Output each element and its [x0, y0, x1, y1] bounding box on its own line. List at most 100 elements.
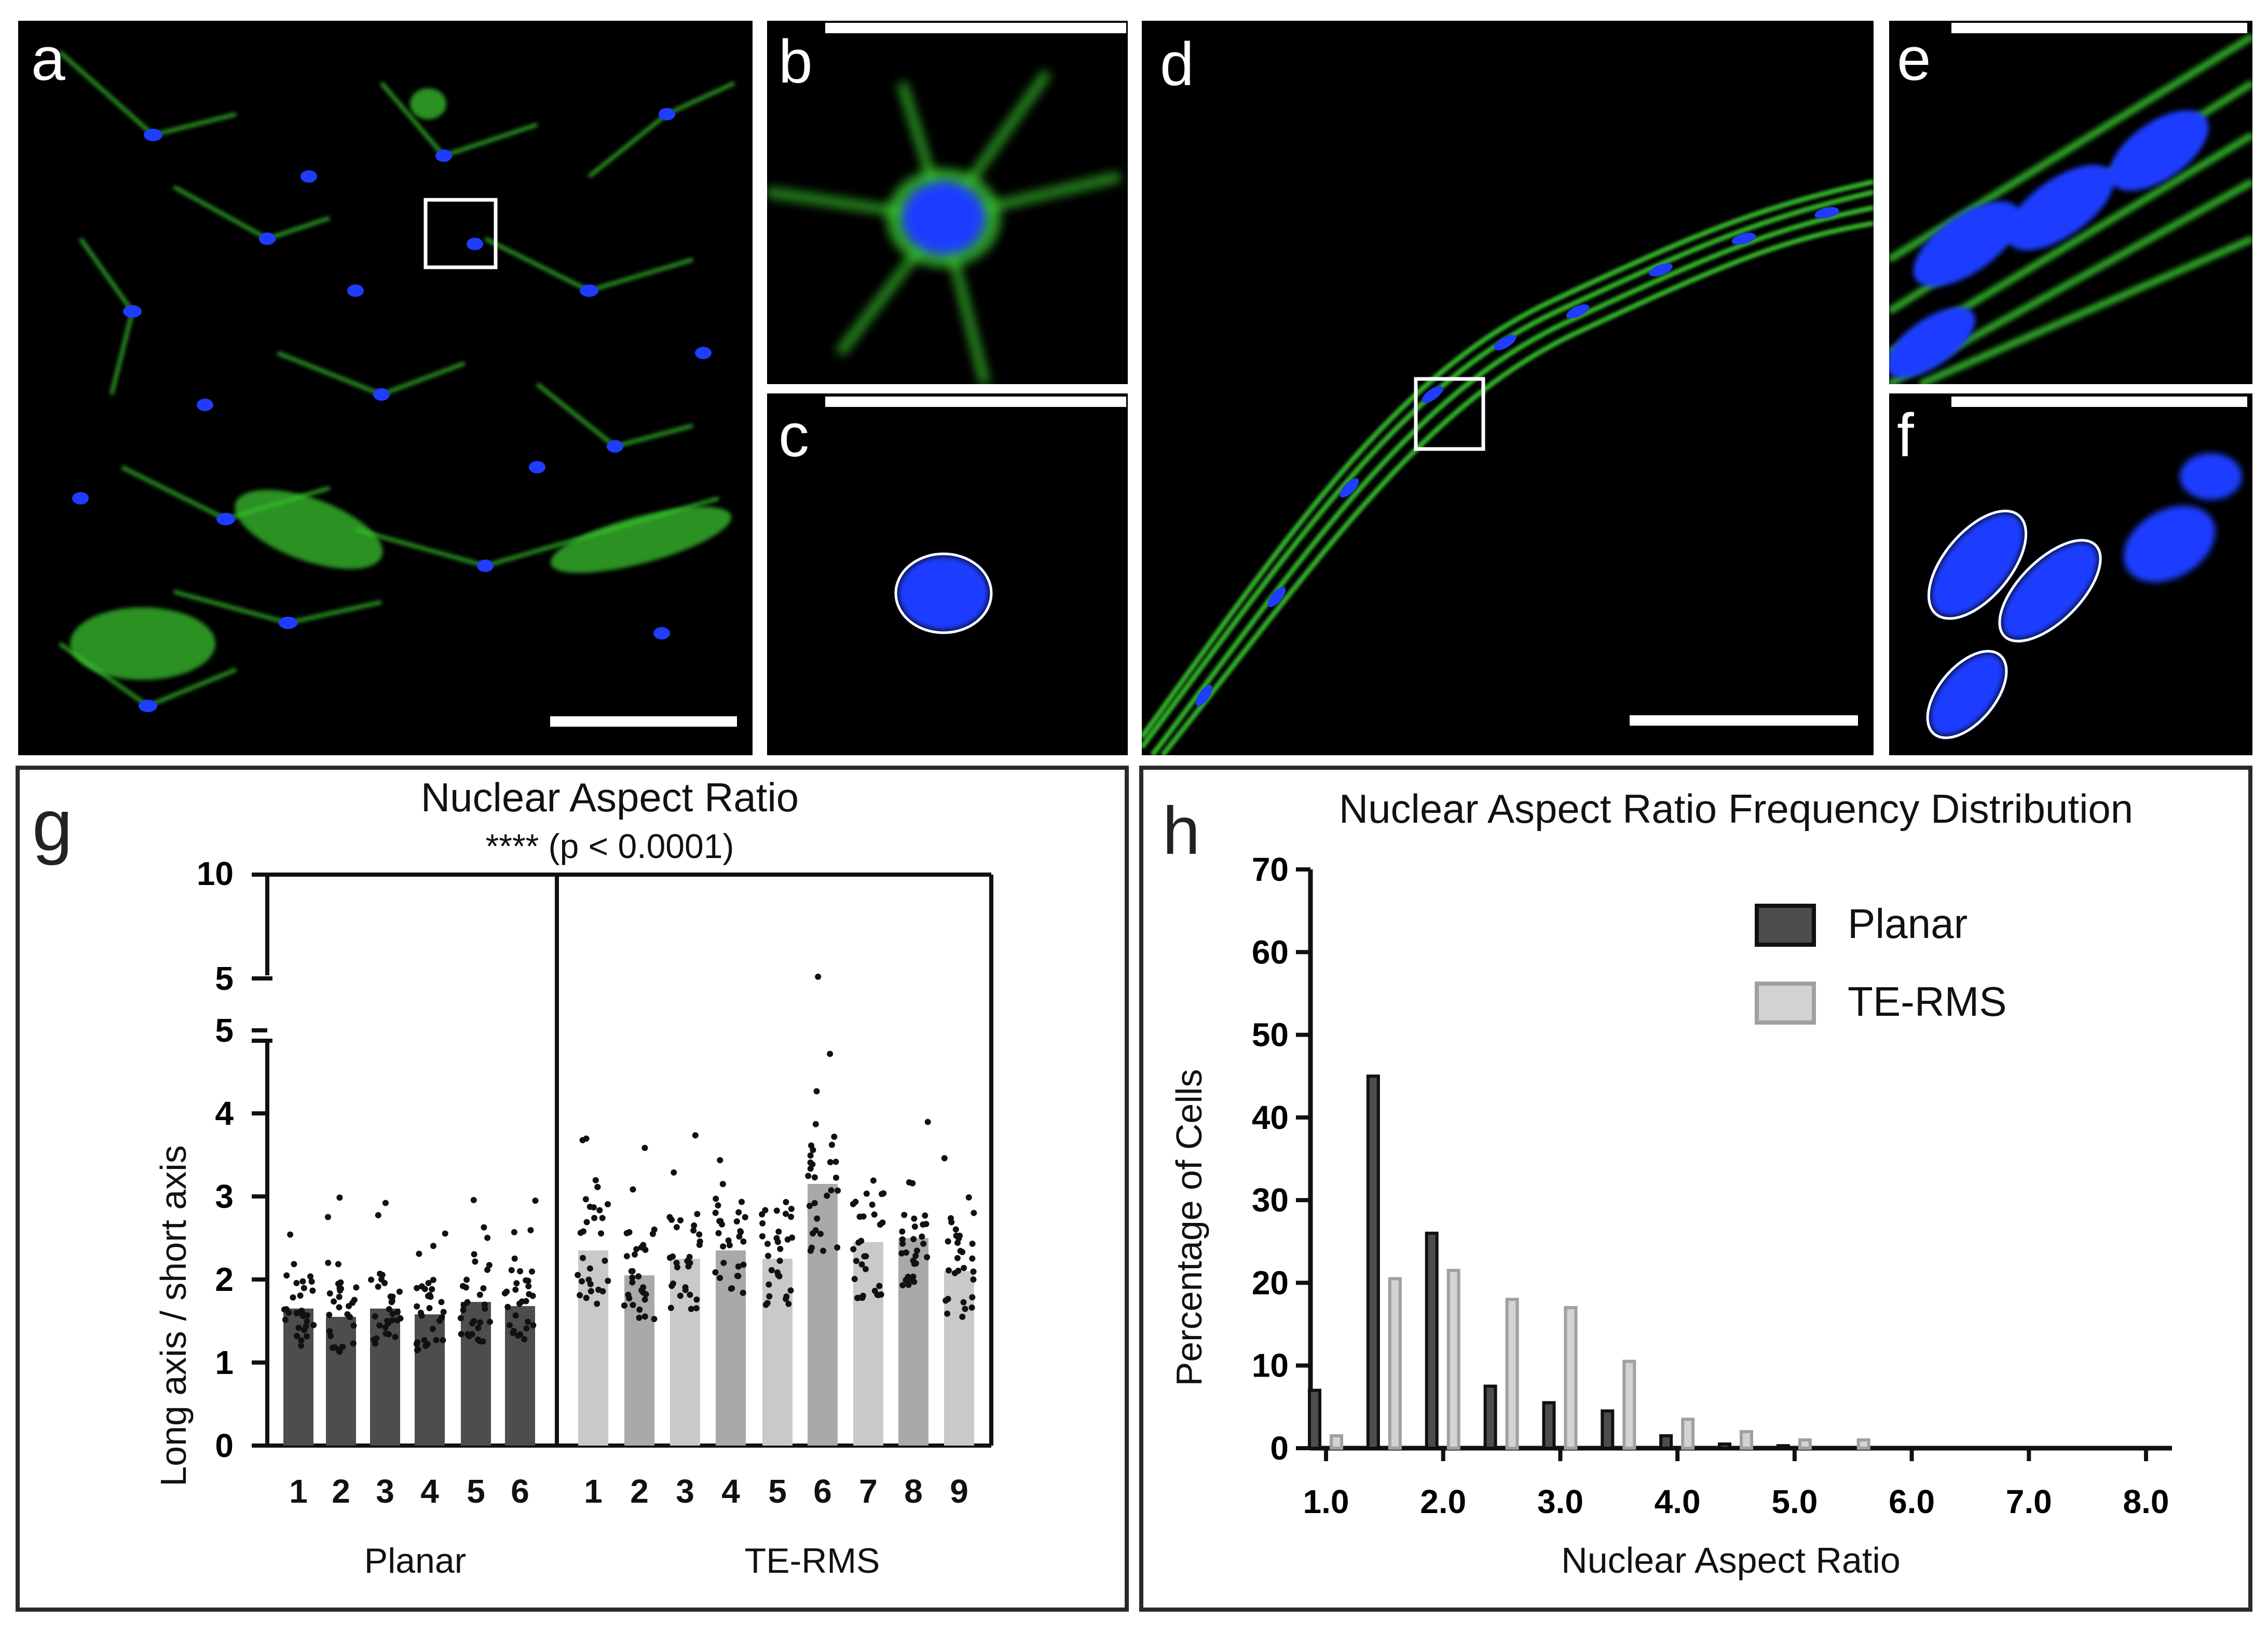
chart-g-point [901, 1211, 908, 1218]
panel-h-frame [1139, 766, 2252, 1612]
chart-g-point [728, 1285, 734, 1292]
chart-g-point [416, 1250, 422, 1257]
chart-g-point [919, 1233, 925, 1240]
chart-g-point [623, 1253, 630, 1260]
chart-g-point [433, 1337, 440, 1343]
chart-g-point [762, 1301, 769, 1308]
chart-g-point [532, 1197, 539, 1204]
chart-g-point [421, 1286, 428, 1292]
chart-g-point [421, 1337, 428, 1343]
legend-label-te-rms: TE-RMS [1848, 978, 2007, 1025]
panel-label-g: g [32, 784, 73, 866]
chart-g-point [290, 1294, 296, 1301]
chart-g-point [948, 1219, 955, 1226]
chart-g-point [336, 1293, 343, 1300]
chart-g-point [691, 1222, 698, 1229]
chart-g-point [590, 1204, 597, 1211]
chart-g-point [577, 1292, 583, 1299]
chart-g-xtick: 5 [768, 1473, 787, 1510]
chart-g-point [668, 1283, 675, 1289]
chart-h-bar-planar [1659, 1434, 1673, 1450]
chart-g-point [580, 1228, 587, 1235]
chart-g-point [787, 1287, 794, 1294]
chart-g-point [945, 1238, 951, 1245]
chart-h-xtick: 4.0 [1655, 1483, 1701, 1520]
chart-h-ytick: 20 [1252, 1264, 1289, 1301]
chart-g-point [719, 1181, 726, 1188]
chart-g-point [588, 1288, 594, 1295]
chart-g-bar [853, 1242, 883, 1446]
chart-g-point [583, 1135, 590, 1142]
chart-g-point [326, 1312, 333, 1318]
chart-g-point [713, 1195, 719, 1202]
chart-g-group-te-rms: TE-RMS [745, 1541, 880, 1581]
chart-g-point [783, 1199, 789, 1205]
chart-g-title: Nuclear Aspect Ratio [421, 774, 799, 820]
chart-g-point [512, 1286, 519, 1293]
chart-g-point [863, 1190, 870, 1197]
chart-g-point [326, 1290, 333, 1297]
chart-g-point [626, 1229, 633, 1235]
chart-g-point [911, 1215, 918, 1222]
chart-g-point [440, 1309, 447, 1315]
chart-g-point [759, 1233, 766, 1240]
chart-g-point [298, 1308, 305, 1314]
inset-box [1414, 377, 1485, 451]
chart-g-point [481, 1224, 487, 1231]
chart-g-point [469, 1331, 475, 1338]
chart-g-point [336, 1304, 343, 1311]
legend-label-planar: Planar [1848, 901, 1968, 947]
chart-g-point [811, 1174, 818, 1181]
chart-g-point [740, 1238, 747, 1245]
chart-g-point [876, 1283, 883, 1289]
chart-h-bar-te-rms [1505, 1298, 1519, 1450]
chart-g-point [766, 1293, 773, 1300]
chart-g-point [807, 1159, 814, 1166]
chart-g-point [382, 1324, 389, 1331]
panel-b-cell [767, 70, 1122, 384]
chart-g-point [527, 1227, 534, 1233]
chart-g-point [812, 1227, 819, 1234]
chart-g-point [331, 1298, 337, 1305]
chart-g-point [299, 1278, 306, 1285]
chart-g-xtick: 1 [584, 1473, 603, 1510]
panel-label-b: b [778, 28, 813, 96]
chart-g-point [375, 1283, 381, 1290]
chart-g-xtick: 4 [721, 1473, 740, 1510]
chart-g-point [740, 1261, 747, 1268]
chart-g-point [347, 1314, 353, 1320]
chart-g-bar [415, 1314, 445, 1446]
panel-e-fibers [1889, 33, 2252, 384]
chart-g-point [693, 1305, 700, 1312]
chart-g-point [464, 1299, 471, 1305]
chart-g-point [720, 1243, 727, 1250]
chart-g-point [969, 1255, 976, 1262]
chart-g-point [677, 1217, 684, 1223]
chart-g-point [389, 1311, 396, 1317]
chart-g-point [583, 1295, 590, 1301]
chart-g-point [462, 1284, 469, 1291]
chart-g-point [516, 1300, 523, 1307]
chart-g-point [913, 1247, 920, 1254]
chart-g-point [960, 1299, 967, 1305]
panel-a-image [18, 21, 753, 755]
chart-h-xtick: 3.0 [1537, 1483, 1583, 1520]
chart-g-point [575, 1272, 581, 1278]
chart-g-point [954, 1240, 961, 1246]
chart-g-point [477, 1319, 484, 1326]
chart-h-bar-planar [1425, 1231, 1439, 1450]
chart-g-point [944, 1310, 951, 1317]
chart-h-bar-te-rms [1798, 1438, 1812, 1450]
chart-h-bar-te-rms [1330, 1434, 1343, 1450]
chart-g-point [602, 1257, 608, 1264]
chart-g-point [725, 1237, 732, 1244]
chart-g-point [690, 1227, 697, 1234]
chart-g-point [812, 1121, 819, 1127]
chart-g-point [827, 1159, 834, 1166]
chart-g-point [630, 1186, 636, 1193]
chart-h-ytick: 10 [1252, 1347, 1289, 1384]
chart-g-point [832, 1159, 839, 1165]
chart-h-bar-planar [1776, 1444, 1790, 1450]
chart-g-point [682, 1284, 689, 1291]
chart-g-point [834, 1244, 841, 1251]
